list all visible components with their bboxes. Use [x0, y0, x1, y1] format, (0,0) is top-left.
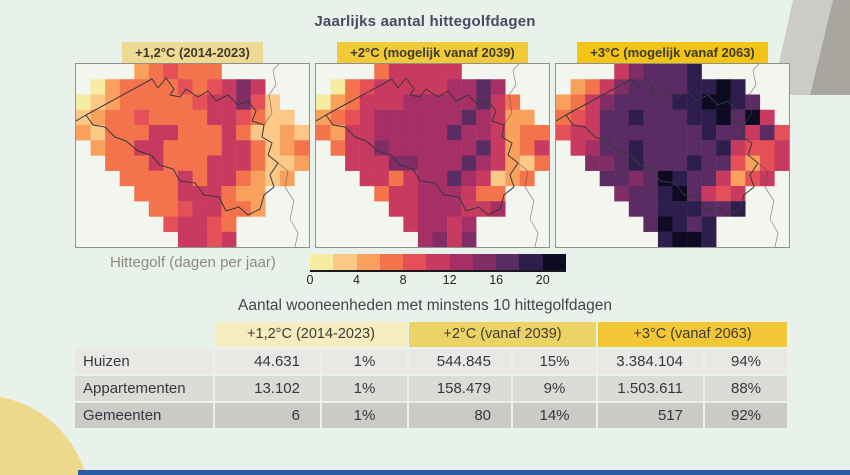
row-label: Huizen: [75, 349, 213, 374]
units-table: +1,2°C (2014-2023) +2°C (vanaf 2039) +3°…: [75, 322, 787, 428]
cell-value: 1%: [322, 349, 407, 374]
cell-value: 92%: [705, 403, 787, 428]
map-panel-3: [555, 63, 790, 248]
map-scenario-3: +3°C (mogelijk vanaf 2063): [555, 42, 790, 248]
corner-shape-dark: [810, 0, 850, 95]
belgium-heatmap-1: [76, 64, 309, 247]
cell-value: 544.845: [409, 349, 511, 374]
header-scenario-1: +1,2°C (2014-2023): [215, 322, 407, 347]
cell-value: 13.102: [215, 376, 320, 401]
cell-value: 1%: [322, 376, 407, 401]
cell-value: 15%: [513, 349, 596, 374]
cell-value: 9%: [513, 376, 596, 401]
map-label-1: +1,2°C (2014-2023): [122, 42, 263, 63]
legend-label: Hittegolf (dagen per jaar): [110, 254, 276, 271]
cell-value: 1.503.611: [598, 376, 703, 401]
belgium-heatmap-3: [556, 64, 789, 247]
footer-bar: [78, 470, 850, 475]
map-panel-2: [315, 63, 550, 248]
map-scenario-1: +1,2°C (2014-2023): [75, 42, 310, 248]
map-label-3: +3°C (mogelijk vanaf 2063): [577, 42, 768, 63]
colorbar-ticks: 0 4 8 12 16 20: [306, 273, 550, 287]
cell-value: 88%: [705, 376, 787, 401]
table-title: Aantal wooneenheden met minstens 10 hitt…: [238, 297, 612, 314]
map-scenario-2: +2°C (mogelijk vanaf 2039): [315, 42, 550, 248]
colorbar: [310, 254, 566, 272]
header-scenario-2: +2°C (vanaf 2039): [409, 322, 596, 347]
row-label: Appartementen: [75, 376, 213, 401]
cell-value: 3.384.104: [598, 349, 703, 374]
cell-value: 94%: [705, 349, 787, 374]
cell-value: 80: [409, 403, 511, 428]
cell-value: 44.631: [215, 349, 320, 374]
header-scenario-3: +3°C (vanaf 2063): [598, 322, 787, 347]
maps-row: +1,2°C (2014-2023) +2°C (mogelijk vanaf …: [75, 42, 790, 248]
page-title: Jaarlijks aantal hittegolfdagen: [314, 13, 536, 30]
row-label: Gemeenten: [75, 403, 213, 428]
cell-value: 14%: [513, 403, 596, 428]
map-panel-1: [75, 63, 310, 248]
cell-value: 517: [598, 403, 703, 428]
belgium-heatmap-2: [316, 64, 549, 247]
cell-value: 158.479: [409, 376, 511, 401]
cell-value: 1%: [322, 403, 407, 428]
map-label-2: +2°C (mogelijk vanaf 2039): [337, 42, 528, 63]
header-empty-cell: [75, 322, 213, 347]
cell-value: 6: [215, 403, 320, 428]
